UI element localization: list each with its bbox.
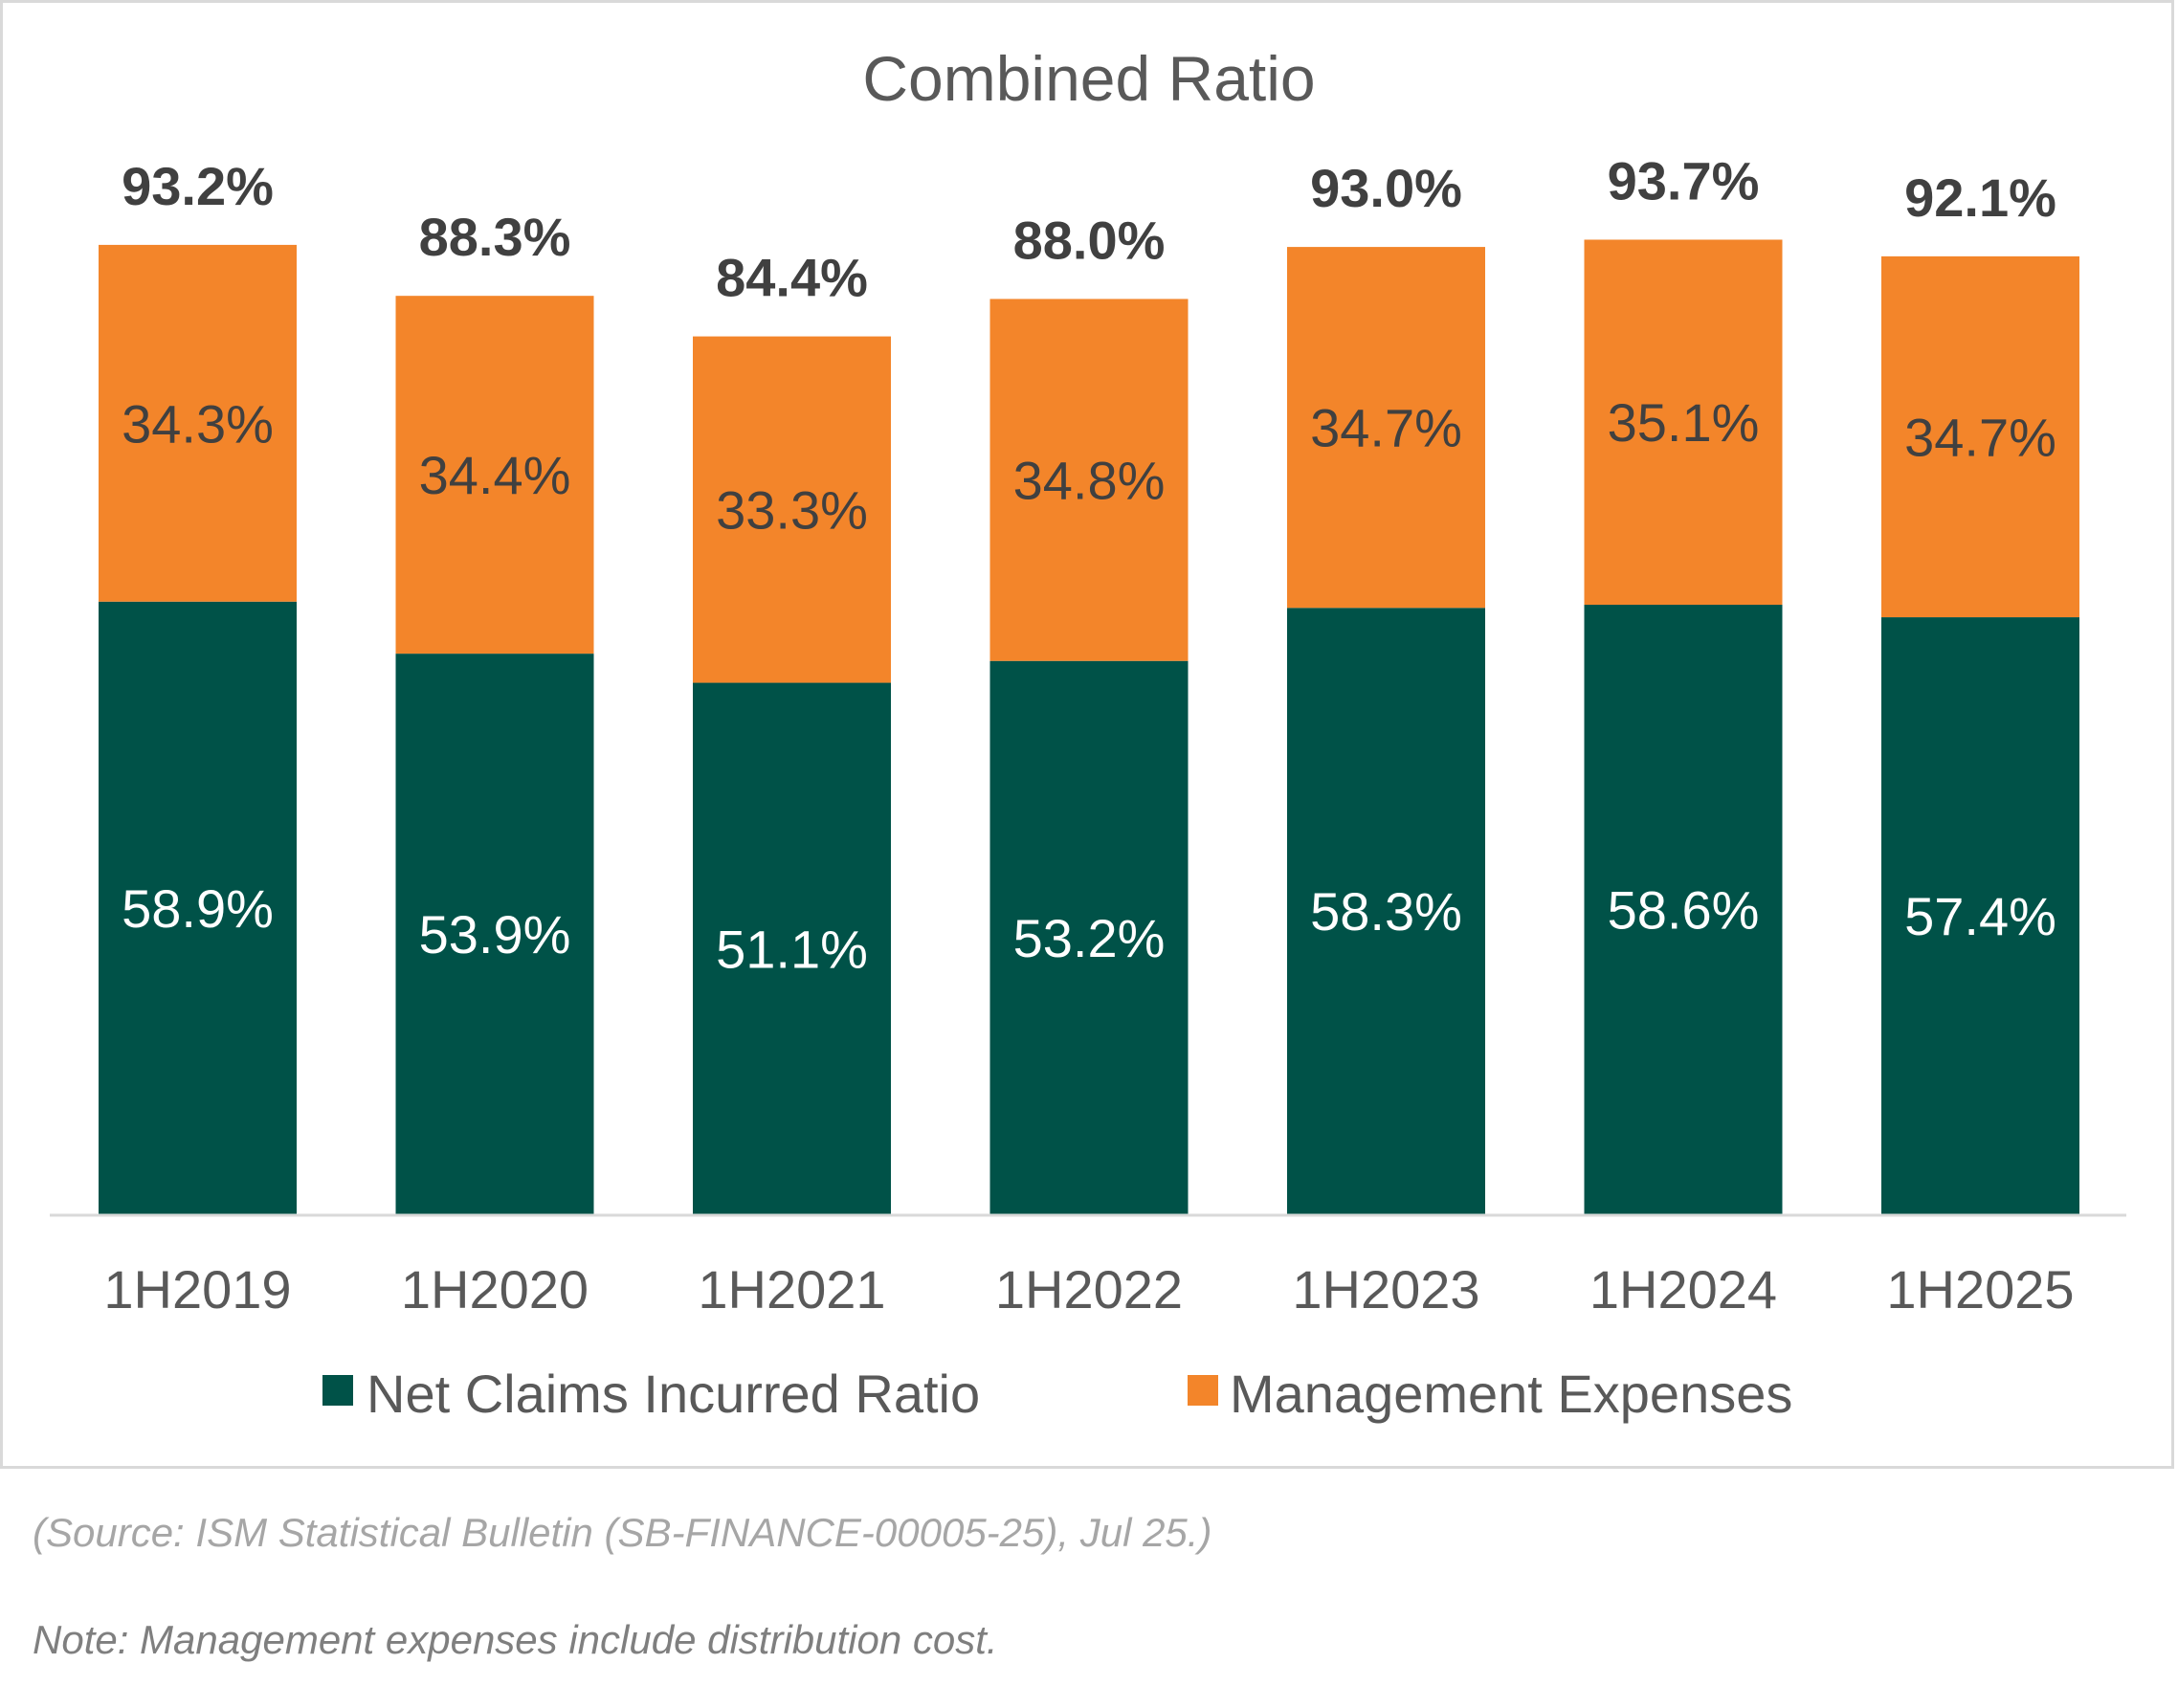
data-label-net-claims-1H2025: 57.4% xyxy=(1904,886,2056,946)
x-tick-label-1H2025: 1H2025 xyxy=(1886,1259,2074,1320)
data-label-management-expenses-1H2025: 34.7% xyxy=(1904,407,2056,467)
data-label-management-expenses-1H2022: 34.8% xyxy=(1013,451,1166,511)
total-label-1H2024: 93.7% xyxy=(1608,150,1760,211)
data-label-net-claims-1H2020: 53.9% xyxy=(419,904,571,965)
legend-swatch-management-expenses xyxy=(1188,1375,1218,1406)
data-label-net-claims-1H2022: 53.2% xyxy=(1013,908,1166,968)
x-tick-label-1H2019: 1H2019 xyxy=(103,1259,291,1320)
x-tick-label-1H2023: 1H2023 xyxy=(1292,1259,1479,1320)
bar-net-claims-1H2025 xyxy=(1881,617,2079,1214)
bar-net-claims-1H2019 xyxy=(99,601,297,1214)
x-axis-labels: 1H2019 1H2020 1H2021 1H2022 1H2023 1H2024 1H20… xyxy=(103,1259,2074,1320)
data-label-net-claims-1H2021: 51.1% xyxy=(716,919,868,979)
x-tick-label-1H2020: 1H2020 xyxy=(401,1259,589,1320)
x-tick-label-1H2024: 1H2024 xyxy=(1589,1259,1777,1320)
footnote: Note: Management expenses include distri… xyxy=(33,1617,998,1662)
bar-management-expenses-1H2021 xyxy=(693,336,891,683)
legend: Net Claims Incurred Ratio Management Exp… xyxy=(322,1364,1792,1424)
total-label-1H2021: 84.4% xyxy=(716,248,868,308)
total-label-1H2020: 88.3% xyxy=(419,207,571,267)
bar-management-expenses-1H2022 xyxy=(989,299,1189,661)
data-label-management-expenses-1H2023: 34.7% xyxy=(1310,398,1462,458)
x-tick-label-1H2021: 1H2021 xyxy=(698,1259,885,1320)
legend-label-management-expenses: Management Expenses xyxy=(1230,1364,1792,1424)
source-note: (Source: ISM Statistical Bulletin (SB-FI… xyxy=(33,1510,1212,1555)
legend-label-net-claims: Net Claims Incurred Ratio xyxy=(367,1364,980,1424)
data-label-net-claims-1H2019: 58.9% xyxy=(122,878,274,939)
bar-management-expenses-1H2025 xyxy=(1881,255,2079,618)
bar-net-claims-1H2020 xyxy=(395,654,594,1214)
data-label-net-claims-1H2023: 58.3% xyxy=(1310,881,1462,942)
data-label-management-expenses-1H2020: 34.4% xyxy=(419,445,571,505)
combined-ratio-chart: Combined Ratio 58.9% 34.3% 93.2% 53.9% 34.4%… xyxy=(50,43,2126,1424)
total-label-1H2025: 92.1% xyxy=(1904,167,2056,228)
data-label-net-claims-1H2024: 58.6% xyxy=(1608,880,1760,941)
bar-net-claims-1H2021 xyxy=(693,682,891,1214)
data-label-management-expenses-1H2024: 35.1% xyxy=(1608,392,1760,453)
bars-group: 58.9% 34.3% 93.2% 53.9% 34.4% 88.3% 51.1% 33.3%… xyxy=(99,150,2079,1214)
bar-net-claims-1H2023 xyxy=(1287,608,1485,1214)
total-label-1H2022: 88.0% xyxy=(1013,210,1166,270)
total-label-1H2019: 93.2% xyxy=(122,156,274,216)
legend-swatch-net-claims xyxy=(322,1375,353,1406)
bar-net-claims-1H2022 xyxy=(989,660,1189,1214)
data-label-management-expenses-1H2021: 33.3% xyxy=(716,480,868,541)
bar-management-expenses-1H2024 xyxy=(1584,239,1783,606)
data-label-management-expenses-1H2019: 34.3% xyxy=(122,393,274,454)
bar-net-claims-1H2024 xyxy=(1584,605,1783,1214)
bar-management-expenses-1H2023 xyxy=(1287,247,1485,609)
bar-management-expenses-1H2019 xyxy=(99,244,297,602)
bar-management-expenses-1H2020 xyxy=(395,296,594,654)
total-label-1H2023: 93.0% xyxy=(1310,158,1462,218)
chart-title: Combined Ratio xyxy=(862,43,1315,114)
x-tick-label-1H2022: 1H2022 xyxy=(995,1259,1183,1320)
